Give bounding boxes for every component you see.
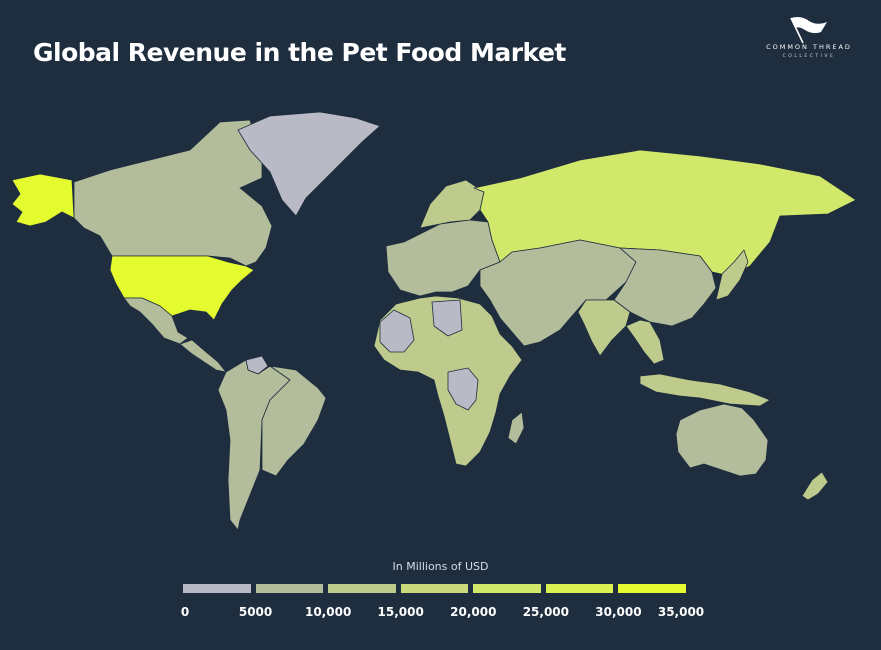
legend-title: In Millions of USD — [392, 560, 489, 573]
region-greenland — [237, 111, 381, 217]
legend-swatch — [400, 584, 469, 593]
brand-logo: COMMON THREAD COLLECTIVE — [757, 16, 861, 64]
region-mexico — [123, 297, 189, 345]
region-india — [577, 299, 631, 357]
legend-tick-label: 25,000 — [522, 605, 569, 619]
region-alaska — [11, 173, 75, 227]
legend-tick-label: 30,000 — [595, 605, 642, 619]
legend-swatch — [473, 584, 541, 593]
flag-icon — [790, 17, 827, 44]
legend-tick-label: 20,000 — [450, 605, 497, 619]
world-map — [11, 111, 857, 531]
region-dr-congo — [447, 367, 479, 411]
region-brazil — [261, 365, 327, 477]
region-canada — [73, 119, 273, 267]
legend-swatch — [328, 584, 396, 593]
legend-tick-label: 0 — [180, 605, 190, 619]
region-central-america — [179, 339, 227, 373]
region-indonesia — [639, 373, 771, 407]
region-south-america — [217, 359, 291, 531]
legend-tick-label: 15,000 — [377, 605, 424, 619]
region-australia — [675, 403, 769, 477]
region-russia — [473, 149, 857, 277]
logo-wordmark: COMMON THREAD — [766, 43, 852, 51]
legend-swatch — [183, 584, 251, 593]
legend-swatch — [545, 584, 614, 593]
legend-swatch — [255, 584, 324, 593]
legend-tick-label: 5000 — [238, 605, 273, 619]
region-new-zealand — [801, 471, 829, 501]
region-middle-east-and-central-asia — [479, 239, 637, 347]
region-southeast-asia — [625, 319, 665, 365]
legend-swatch — [618, 584, 686, 593]
region-west-africa — [379, 309, 415, 353]
logo-subtitle: COLLECTIVE — [782, 54, 836, 59]
region-united-states — [109, 255, 255, 321]
region-japan — [715, 249, 749, 301]
region-libya — [431, 299, 463, 337]
legend-tick-label: 35,000 — [657, 605, 705, 619]
region-madagascar — [507, 411, 525, 445]
legend-tick-label: 10,000 — [304, 605, 352, 619]
region-china — [613, 247, 717, 327]
chart-title: Global Revenue in the Pet Food Market — [33, 38, 566, 67]
